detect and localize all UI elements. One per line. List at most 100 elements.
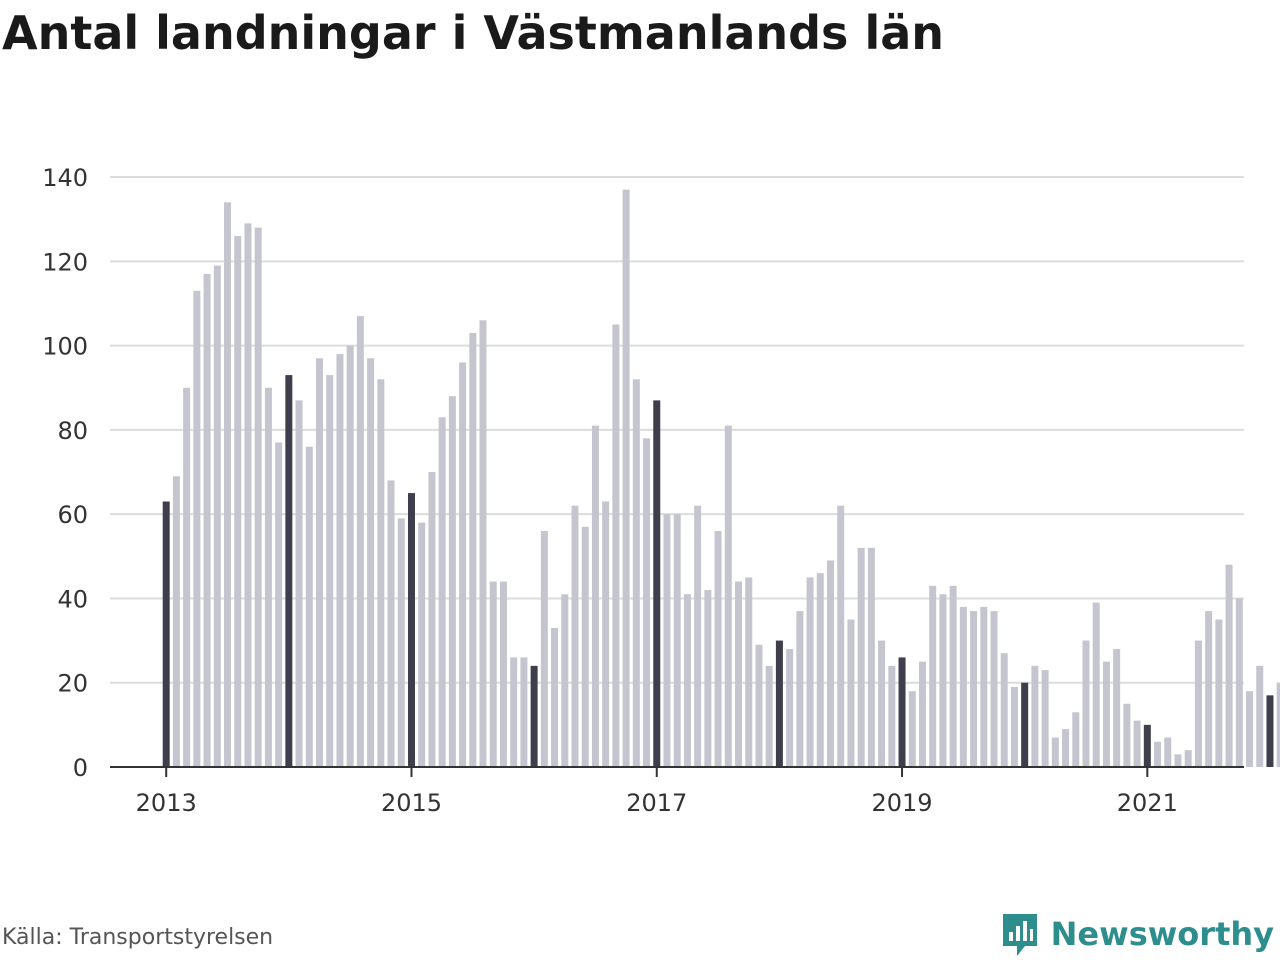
bars xyxy=(162,189,1280,768)
bar xyxy=(387,480,395,767)
bar xyxy=(367,358,375,767)
bar xyxy=(980,606,988,767)
bar xyxy=(653,400,661,767)
bar xyxy=(1215,619,1223,767)
bar xyxy=(602,501,610,767)
bar xyxy=(632,379,640,767)
bar xyxy=(663,514,671,767)
bar-chart: 0 20 40 60 80 100 120 140 2013 2015 2017 2019 2021 2… xyxy=(42,164,1280,817)
bar xyxy=(1246,691,1254,767)
y-tick-label: 0 xyxy=(73,754,88,782)
bar xyxy=(346,345,354,767)
bar xyxy=(551,627,559,767)
bar xyxy=(193,290,201,767)
bar xyxy=(1031,665,1039,767)
bar xyxy=(1256,665,1264,767)
bar xyxy=(377,379,385,767)
bar xyxy=(203,273,211,767)
bar xyxy=(1123,703,1131,767)
bar xyxy=(816,573,824,767)
bar xyxy=(1051,737,1059,767)
bar xyxy=(591,425,599,767)
bar xyxy=(459,362,467,767)
bar xyxy=(295,400,303,767)
bar xyxy=(326,375,334,767)
bar xyxy=(612,324,620,767)
bar xyxy=(755,644,763,767)
bar xyxy=(1184,750,1192,767)
bar xyxy=(510,657,518,767)
chart-title: Antal landningar i Västmanlands län xyxy=(2,6,945,60)
bar xyxy=(704,590,712,767)
bar xyxy=(1072,712,1080,767)
bar xyxy=(765,665,773,767)
brand-logo[interactable]: Newsworthy xyxy=(999,910,1274,958)
bar xyxy=(397,518,405,767)
bar xyxy=(939,594,947,767)
bar xyxy=(970,611,978,767)
bar xyxy=(1266,695,1274,767)
bar xyxy=(479,320,487,767)
y-tick-label: 80 xyxy=(57,417,88,445)
bar xyxy=(806,577,814,767)
y-tick-label: 100 xyxy=(42,333,88,361)
bar xyxy=(1062,729,1070,767)
bar xyxy=(683,594,691,767)
bar xyxy=(898,657,906,767)
bar xyxy=(1276,682,1280,767)
x-axis-ticks: 201320152017201920212023 xyxy=(136,767,1178,817)
bar xyxy=(540,531,548,767)
bar xyxy=(673,514,681,767)
bar xyxy=(183,387,191,767)
bar xyxy=(1194,640,1202,767)
y-tick-label: 120 xyxy=(42,248,88,276)
bar xyxy=(724,425,732,767)
bar xyxy=(285,375,293,767)
bar xyxy=(489,581,497,767)
bar xyxy=(1164,737,1172,767)
bar xyxy=(1041,670,1049,767)
bar xyxy=(1000,653,1008,767)
bar xyxy=(622,189,630,767)
y-tick-label: 40 xyxy=(57,585,88,613)
bar xyxy=(571,505,579,767)
bar xyxy=(1082,640,1090,767)
bar xyxy=(1092,602,1100,767)
bar xyxy=(172,476,180,767)
bar xyxy=(428,472,436,767)
bar xyxy=(908,691,916,767)
bar xyxy=(827,560,834,767)
bar xyxy=(786,649,794,767)
bar xyxy=(448,396,456,767)
bar xyxy=(305,446,313,767)
bar xyxy=(918,661,926,767)
bar xyxy=(745,577,753,767)
bar xyxy=(407,493,415,767)
bar xyxy=(959,606,967,767)
bar xyxy=(275,442,283,767)
bar xyxy=(878,640,886,767)
bar xyxy=(990,611,998,767)
bar xyxy=(714,531,722,767)
bar xyxy=(316,358,323,767)
bar xyxy=(694,505,702,767)
bar xyxy=(1021,682,1029,767)
bar xyxy=(530,665,538,767)
bar xyxy=(561,594,569,767)
bar xyxy=(418,522,426,767)
bar xyxy=(499,581,507,767)
y-tick-label: 60 xyxy=(57,501,88,529)
bar xyxy=(1154,741,1162,767)
bar xyxy=(469,332,477,767)
y-tick-label: 20 xyxy=(57,670,88,698)
bar xyxy=(929,585,937,767)
x-tick-label: 2017 xyxy=(626,789,687,817)
bar xyxy=(949,585,957,767)
bar xyxy=(643,438,651,767)
bar xyxy=(847,619,855,767)
bar xyxy=(837,505,845,767)
bar xyxy=(336,354,344,767)
bar xyxy=(867,547,875,767)
bar xyxy=(213,265,221,767)
bar xyxy=(264,387,272,767)
